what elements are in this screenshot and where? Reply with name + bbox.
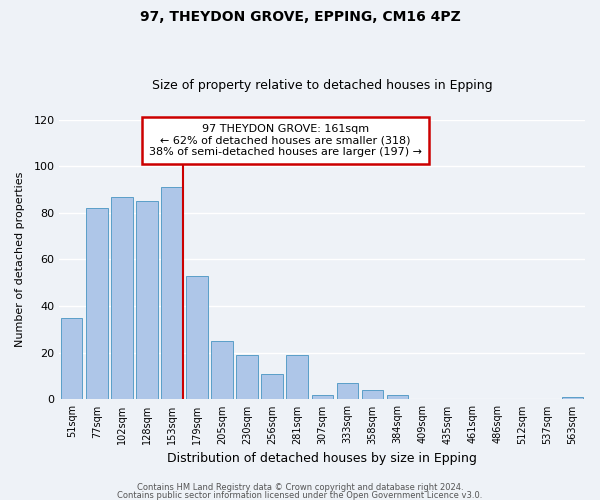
Bar <box>286 355 308 400</box>
Bar <box>337 383 358 400</box>
Text: Contains HM Land Registry data © Crown copyright and database right 2024.: Contains HM Land Registry data © Crown c… <box>137 484 463 492</box>
Y-axis label: Number of detached properties: Number of detached properties <box>15 172 25 347</box>
Bar <box>236 355 258 400</box>
Bar <box>362 390 383 400</box>
Bar <box>61 318 82 400</box>
Bar <box>111 196 133 400</box>
Text: 97 THEYDON GROVE: 161sqm
← 62% of detached houses are smaller (318)
38% of semi-: 97 THEYDON GROVE: 161sqm ← 62% of detach… <box>149 124 422 157</box>
Text: 97, THEYDON GROVE, EPPING, CM16 4PZ: 97, THEYDON GROVE, EPPING, CM16 4PZ <box>140 10 460 24</box>
Bar <box>386 395 408 400</box>
Bar <box>86 208 107 400</box>
Bar <box>562 397 583 400</box>
X-axis label: Distribution of detached houses by size in Epping: Distribution of detached houses by size … <box>167 452 477 465</box>
Bar <box>161 187 182 400</box>
Bar <box>187 276 208 400</box>
Text: Contains public sector information licensed under the Open Government Licence v3: Contains public sector information licen… <box>118 490 482 500</box>
Bar <box>262 374 283 400</box>
Title: Size of property relative to detached houses in Epping: Size of property relative to detached ho… <box>152 79 493 92</box>
Bar <box>311 395 333 400</box>
Bar <box>136 201 158 400</box>
Bar <box>211 341 233 400</box>
